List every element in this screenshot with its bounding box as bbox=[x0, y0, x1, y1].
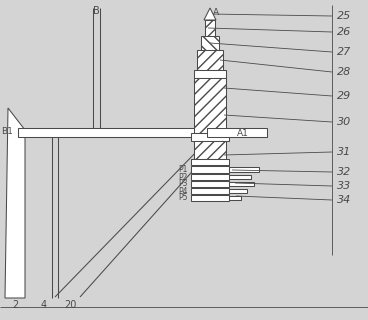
Text: P4: P4 bbox=[178, 187, 188, 196]
Bar bbox=[191, 181, 229, 187]
Bar bbox=[191, 188, 229, 194]
Text: P1: P1 bbox=[178, 165, 188, 174]
Bar bbox=[207, 128, 267, 137]
Bar bbox=[194, 70, 226, 78]
Text: A1: A1 bbox=[237, 129, 249, 138]
Bar bbox=[191, 159, 229, 165]
Text: 32: 32 bbox=[337, 167, 351, 177]
Text: 26: 26 bbox=[337, 27, 351, 37]
Bar bbox=[229, 189, 247, 193]
Text: 27: 27 bbox=[337, 47, 351, 57]
Text: 4: 4 bbox=[41, 300, 47, 310]
Text: B: B bbox=[93, 6, 100, 16]
Bar bbox=[194, 78, 226, 133]
Bar bbox=[191, 133, 229, 141]
Text: 34: 34 bbox=[337, 195, 351, 205]
Text: P5: P5 bbox=[178, 194, 188, 203]
Bar bbox=[229, 175, 251, 179]
Bar bbox=[229, 196, 241, 200]
Bar bbox=[197, 50, 223, 70]
Text: B1: B1 bbox=[1, 127, 13, 137]
Bar bbox=[201, 36, 219, 50]
Bar bbox=[229, 182, 254, 186]
Bar bbox=[191, 166, 229, 173]
Text: 29: 29 bbox=[337, 91, 351, 101]
Text: A: A bbox=[213, 8, 219, 17]
Text: P2: P2 bbox=[178, 172, 188, 181]
Text: 28: 28 bbox=[337, 67, 351, 77]
Text: 25: 25 bbox=[337, 11, 351, 21]
Text: 20: 20 bbox=[64, 300, 76, 310]
Bar bbox=[18, 128, 208, 137]
Text: P3: P3 bbox=[178, 180, 188, 188]
Bar bbox=[191, 195, 229, 201]
Polygon shape bbox=[204, 8, 216, 20]
Polygon shape bbox=[5, 108, 25, 298]
Text: 31: 31 bbox=[337, 147, 351, 157]
Bar bbox=[194, 141, 226, 159]
Text: 30: 30 bbox=[337, 117, 351, 127]
Bar bbox=[229, 167, 259, 172]
Bar bbox=[191, 174, 229, 180]
Bar bbox=[205, 20, 215, 36]
Text: 2: 2 bbox=[12, 300, 18, 310]
Text: 33: 33 bbox=[337, 181, 351, 191]
